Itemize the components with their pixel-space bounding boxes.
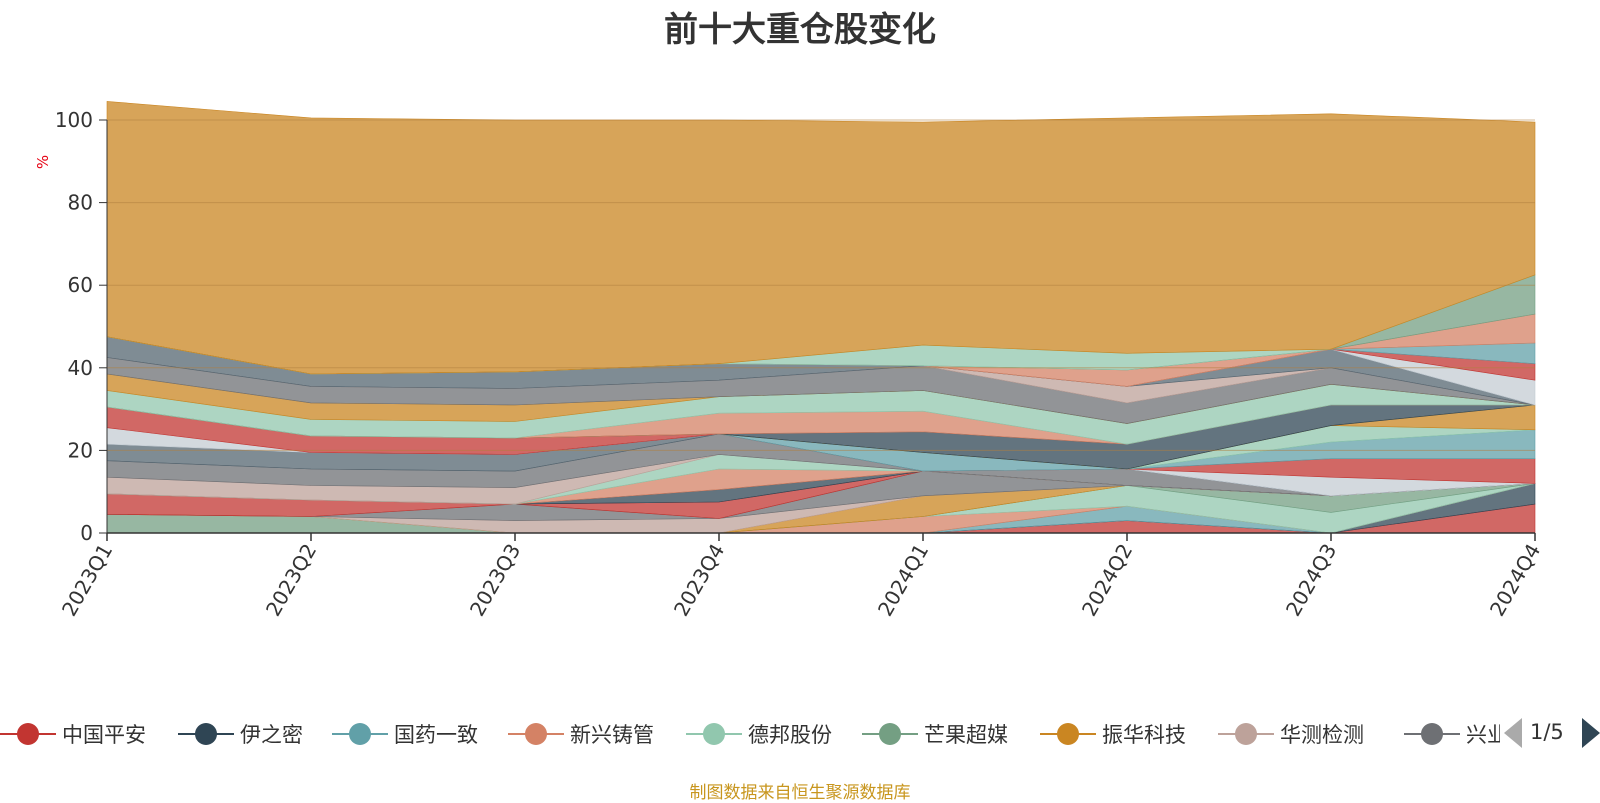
x-tick-label: 2023Q4 [669,540,729,621]
x-tick-label: 2024Q2 [1077,540,1137,621]
x-tick-label: 2023Q3 [465,540,525,621]
y-tick-label: 0 [80,521,93,545]
legend-label: 华测检测 [1280,723,1364,747]
grid-lines [107,119,1535,451]
y-axis-unit-label: % [34,155,52,169]
footer-note: 制图数据来自恒生聚源数据库 [689,783,911,803]
x-tick-label: 2024Q1 [873,540,933,621]
legend-label: 新兴铸管 [570,723,654,747]
legend-label: 德邦股份 [748,723,832,747]
y-tick-label: 80 [68,191,93,215]
y-tick-label: 40 [68,356,93,380]
legend-marker-icon [178,720,234,748]
legend-label: 芒果超媒 [924,723,1008,747]
x-tick-label: 2024Q4 [1485,540,1545,621]
legend-item[interactable]: 芒果超媒 [862,714,1008,754]
pager-next-icon[interactable] [1582,718,1600,748]
legend-marker-icon [508,720,564,748]
legend-marker-icon [862,720,918,748]
x-tick-label: 2023Q1 [57,540,117,621]
pager-prev-icon[interactable] [1504,718,1522,748]
legend-marker-icon [1404,720,1460,748]
legend: 中国平安 伊之密 国药一致 新兴铸管 德邦股份 芒果超媒 振华科技 华测检测 兴业银行 [0,714,1500,754]
chart-plot: 0 20 40 60 80 100% 2023Q1 2023Q2 2023Q3 2023Q4 202… [34,101,1545,621]
legend-marker-icon [332,720,388,748]
pager-page-indicator: 1/5 [1530,720,1564,744]
x-tick-label: 2023Q2 [261,540,321,621]
series-area-34 [106,101,1536,375]
stacked-areas [106,101,1536,534]
legend-marker-icon [1218,720,1274,748]
legend-label: 伊之密 [240,723,303,747]
legend-item[interactable]: 新兴铸管 [508,714,654,754]
legend-item[interactable]: 中国平安 [0,714,146,754]
legend-item[interactable]: 国药一致 [332,714,478,754]
y-tick-label: 20 [68,438,93,462]
legend-label: 振华科技 [1102,723,1186,747]
legend-item[interactable]: 华测检测 [1218,714,1364,754]
x-tick-label: 2024Q3 [1281,540,1341,621]
legend-label: 中国平安 [62,723,146,747]
legend-item[interactable]: 伊之密 [178,714,303,754]
legend-marker-icon [686,720,742,748]
chart-title: 前十大重仓股变化 [664,10,936,50]
y-tick-label: 60 [68,273,93,297]
y-tick-label: 100 [55,108,93,132]
legend-pager: 1/5 [1500,716,1600,752]
legend-item[interactable]: 振华科技 [1040,714,1186,754]
legend-item[interactable]: 兴业银行 [1404,714,1500,754]
legend-marker-icon [1040,720,1096,748]
legend-label: 兴业银行 [1466,723,1500,747]
legend-marker-icon [0,720,56,748]
legend-item[interactable]: 德邦股份 [686,714,832,754]
legend-label: 国药一致 [394,723,478,747]
